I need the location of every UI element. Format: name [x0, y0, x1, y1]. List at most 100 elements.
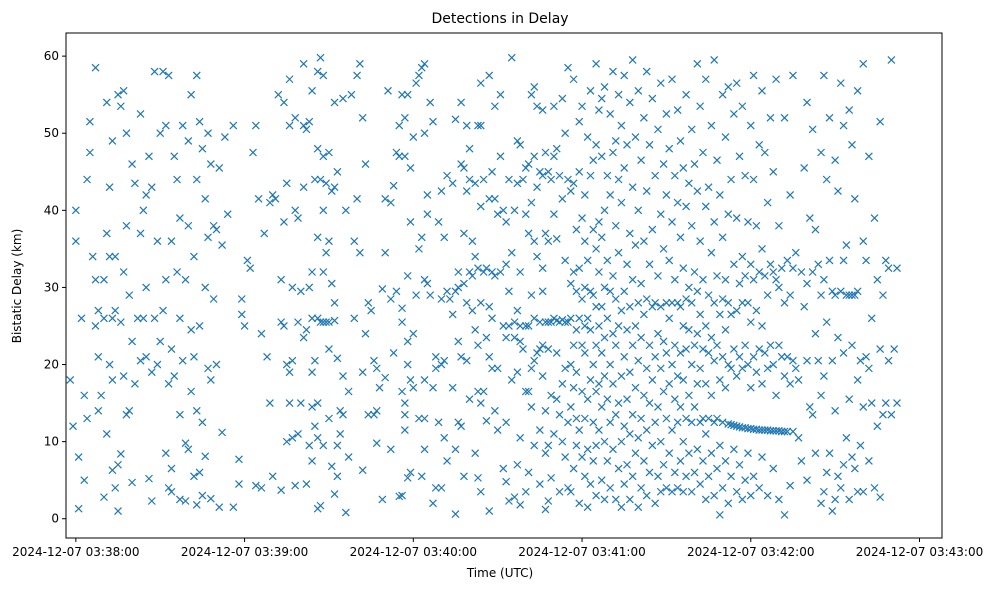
data-point [524, 322, 533, 330]
data-point [263, 352, 271, 361]
data-point [634, 503, 643, 512]
data-point [420, 59, 429, 68]
data-point [659, 160, 668, 168]
data-point [201, 283, 210, 292]
data-point [679, 322, 688, 330]
data-point [71, 206, 80, 215]
data-point [555, 171, 564, 180]
data-point [516, 500, 525, 509]
data-point [805, 214, 814, 222]
data-point [527, 403, 536, 411]
data-point [744, 217, 752, 226]
data-point [468, 306, 477, 315]
data-point [206, 160, 215, 168]
data-point [600, 333, 609, 342]
data-point [597, 476, 606, 485]
data-point [417, 472, 426, 481]
data-point [879, 410, 887, 419]
data-point [288, 356, 297, 365]
data-point [780, 298, 789, 307]
data-point [845, 291, 854, 300]
data-point [783, 352, 792, 361]
data-point [516, 322, 525, 330]
data-point [69, 422, 77, 431]
data-point [687, 360, 696, 369]
data-point [687, 418, 696, 427]
data-point [561, 453, 570, 461]
data-point [580, 283, 589, 292]
data-point [561, 129, 570, 138]
x-tick-label: 2024-12-07 03:39:00 [181, 545, 308, 559]
data-point [831, 156, 840, 165]
data-point [392, 287, 401, 296]
y-tick-label: 60 [44, 49, 59, 63]
data-point [372, 439, 381, 448]
data-point [606, 190, 615, 199]
data-point [443, 456, 451, 465]
data-point [651, 171, 660, 180]
data-point [566, 487, 575, 496]
data-point [623, 460, 631, 469]
data-point [580, 190, 589, 199]
data-point [541, 148, 550, 157]
data-point [549, 152, 558, 161]
data-point [597, 233, 606, 242]
data-point [758, 453, 766, 461]
data-point [862, 352, 870, 361]
data-point [552, 144, 561, 153]
data-point [440, 356, 449, 365]
data-point [471, 252, 480, 261]
data-point [662, 298, 671, 307]
data-point [535, 480, 544, 488]
data-point [339, 94, 347, 103]
data-point [710, 298, 719, 307]
data-point [575, 499, 584, 508]
data-point [448, 179, 457, 188]
data-point [476, 202, 485, 211]
data-point [454, 418, 463, 427]
data-point [173, 175, 182, 184]
data-point [614, 399, 623, 408]
data-point [834, 333, 842, 342]
data-point [867, 399, 876, 408]
data-point [282, 179, 291, 188]
data-point [499, 206, 508, 215]
data-point [265, 198, 274, 207]
data-point [710, 491, 719, 500]
data-point [519, 345, 527, 354]
data-point [150, 67, 159, 76]
data-point [575, 117, 584, 126]
data-point [645, 341, 654, 350]
data-point [586, 86, 595, 95]
data-point [398, 318, 406, 327]
data-point [97, 391, 106, 400]
data-point [344, 453, 353, 461]
data-point [808, 125, 817, 134]
data-point [370, 410, 378, 419]
data-point [403, 271, 412, 280]
data-point [732, 372, 741, 381]
data-point [74, 504, 83, 513]
data-point [766, 260, 775, 269]
data-point [625, 98, 634, 107]
data-point [873, 275, 882, 284]
data-point [282, 437, 291, 446]
data-point [654, 329, 662, 338]
data-point [167, 464, 176, 473]
data-point [614, 175, 623, 184]
data-point [766, 341, 775, 350]
data-point [690, 341, 699, 350]
data-point [161, 449, 170, 458]
data-point [538, 341, 547, 350]
data-point [333, 167, 342, 176]
data-point [707, 333, 716, 342]
data-point [460, 229, 468, 238]
data-point [91, 322, 100, 330]
data-point [220, 133, 229, 142]
data-point [544, 345, 553, 354]
data-point [302, 125, 311, 134]
data-point [741, 171, 750, 180]
data-point [130, 179, 139, 188]
data-point [167, 487, 176, 496]
data-point [249, 148, 257, 157]
